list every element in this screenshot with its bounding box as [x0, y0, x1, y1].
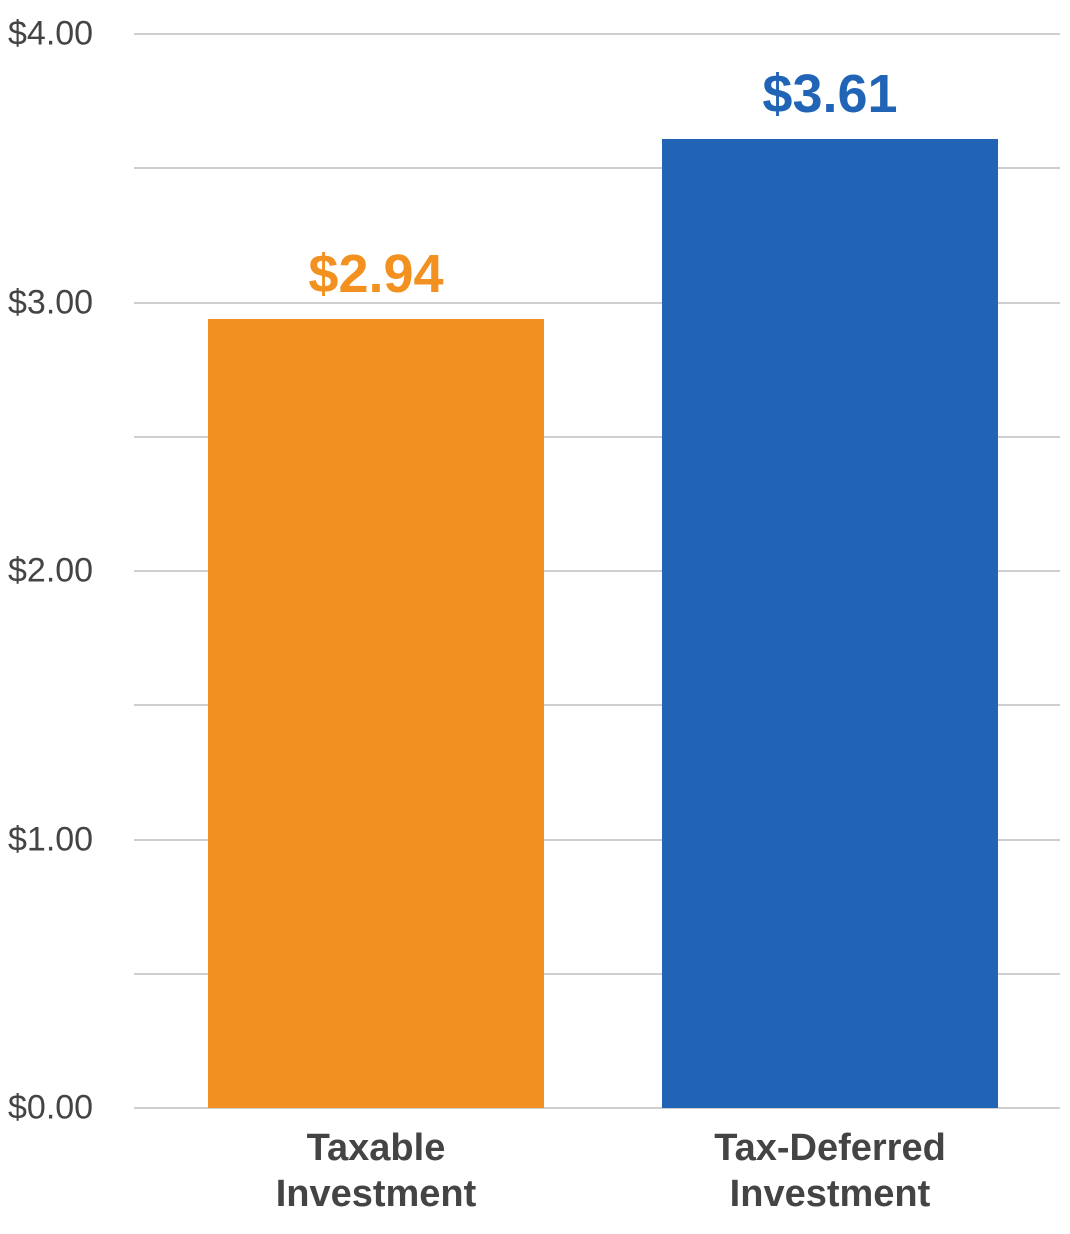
bar-1: [662, 139, 998, 1108]
bar-category-label-line: Tax-Deferred: [714, 1126, 946, 1172]
bar-0: [208, 319, 544, 1108]
bar-category-label: Tax-DeferredInvestment: [714, 1126, 946, 1217]
investment-bar-chart: $2.94 $3.61 $0.00 $1.00 $2.00 $3.00 $4.00 Taxa…: [0, 0, 1070, 1234]
bar-category-label-line: Investment: [714, 1172, 946, 1218]
bar-value-label: $2.94: [308, 243, 443, 305]
y-tick-label: $1.00: [8, 820, 93, 859]
bar-category-label-line: Investment: [276, 1172, 477, 1218]
y-tick-label: $2.00: [8, 552, 93, 591]
plot-area: $2.94 $3.61: [134, 34, 1060, 1108]
bar-category-label-line: Taxable: [276, 1126, 477, 1172]
bar-value-label: $3.61: [762, 63, 897, 125]
y-tick-label: $0.00: [8, 1089, 93, 1128]
y-tick-label: $3.00: [8, 283, 93, 322]
y-tick-label: $4.00: [8, 15, 93, 54]
gridline: [134, 33, 1060, 35]
bar-category-label: TaxableInvestment: [276, 1126, 477, 1217]
